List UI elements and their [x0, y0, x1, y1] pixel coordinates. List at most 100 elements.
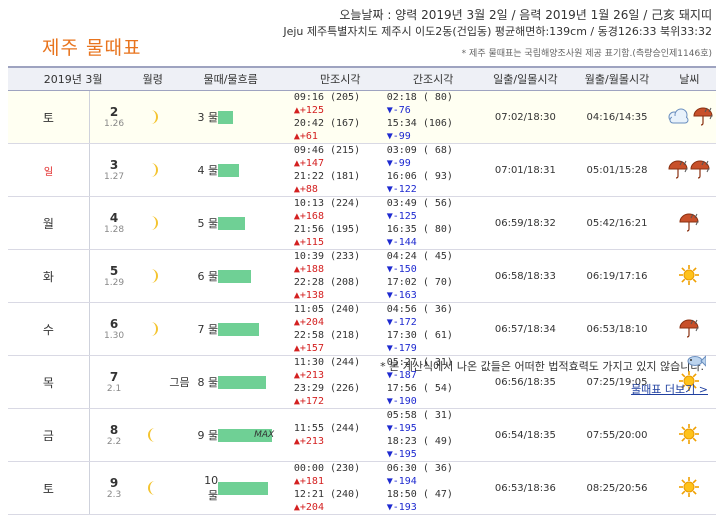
low-tide-diff: ▼-194	[386, 476, 417, 487]
moon-word	[167, 249, 192, 303]
tide-flow-bar	[218, 163, 240, 177]
low-tide-time: 17:30 ( 61)	[386, 330, 453, 341]
lunar-date: 2.3	[106, 489, 122, 500]
high-tide-time: 10:39 (233)	[293, 251, 361, 262]
tide-flow	[218, 249, 294, 303]
moon-crescent-icon	[150, 163, 158, 177]
tide-flow-bar	[218, 322, 260, 336]
tide-flow	[218, 143, 294, 197]
table-row: 화 5 1.29 6 물 10:39 (233) ▲+188 22:28 (208) ▲+…	[8, 249, 716, 303]
moon-phase	[138, 355, 168, 409]
solar-date: 3	[109, 157, 119, 172]
moon-word	[167, 196, 192, 250]
tide-number: 8 물	[191, 355, 219, 409]
moonrise-moonset: 06:53/18:10	[571, 302, 663, 356]
tide-number: 3 물	[191, 90, 219, 144]
low-tide: 06:30 ( 36) ▼-194 18:50 ( 47) ▼-193	[386, 461, 480, 515]
col-low-tide: 간조시각	[386, 66, 480, 91]
high-tide-diff: ▲+181	[293, 476, 324, 487]
tide-number: 10 물	[191, 461, 219, 515]
sun-icon	[679, 370, 700, 391]
moonrise-moonset: 07:55/20:00	[571, 408, 663, 462]
low-tide-diff: ▼-144	[386, 237, 417, 248]
date-cell: 5 1.29	[89, 249, 139, 303]
tide-flow	[218, 355, 294, 409]
low-tide: 05:27 ( 31) ▼-187 17:56 ( 54) ▼-190	[386, 355, 480, 409]
fish-icon	[687, 355, 706, 367]
rain-icon	[668, 160, 688, 179]
tide-flow	[218, 90, 294, 144]
tide-number: 6 물	[191, 249, 219, 303]
tide-flow-bar	[218, 481, 269, 495]
low-tide-diff: ▼-193	[386, 502, 417, 513]
lunar-date: 1.27	[104, 171, 125, 182]
solar-date: 2	[109, 104, 119, 119]
low-tide-time: 16:35 ( 80)	[386, 224, 453, 235]
high-tide-diff: ▲+188	[293, 264, 324, 275]
moon-crescent-icon	[150, 269, 158, 283]
low-tide-diff: ▼-125	[386, 211, 417, 222]
tide-flow-bar	[218, 110, 234, 124]
weekday: 금	[8, 408, 90, 462]
sunrise-sunset: 07:01/18:31	[479, 143, 572, 197]
rain-icon	[690, 160, 710, 179]
low-tide-time: 03:49 ( 56)	[386, 198, 453, 209]
lunar-date: 1.28	[104, 224, 125, 235]
high-tide-diff: ▲+213	[293, 370, 324, 381]
high-tide-time: 22:58 (218)	[293, 330, 361, 341]
moon-phase	[138, 143, 168, 197]
low-tide-time: 03:09 ( 68)	[386, 145, 453, 156]
high-tide-diff: ▲+61	[293, 131, 318, 142]
col-month: 2019년 3월	[8, 66, 139, 91]
high-tide-time: 10:13 (224)	[293, 198, 361, 209]
moonrise-moonset: 07:25/19:05	[571, 355, 663, 409]
lunar-date: 1.29	[104, 277, 125, 288]
more-tide-link[interactable]: 물때표 더보기 >	[0, 381, 708, 397]
high-tide: 11:55 (244) ▲+213	[293, 408, 387, 462]
tide-flow-bar	[218, 216, 246, 230]
low-tide-diff: ▼-195	[386, 449, 417, 460]
high-tide-diff: ▲+115	[293, 237, 324, 248]
low-tide-diff: ▼-195	[386, 423, 417, 434]
sunrise-sunset: 06:56/18:35	[479, 355, 572, 409]
high-tide: 09:16 (205) ▲+125 20:42 (167) ▲+61	[293, 90, 387, 144]
weather	[662, 143, 716, 197]
tide-flow-bar	[218, 269, 252, 283]
more-tide-link-label[interactable]: 물때표 더보기 >	[631, 383, 708, 396]
tide-flow: MAX	[218, 408, 294, 462]
table-row: 토 2 1.26 3 물 09:16 (205) ▲+125 20:42 (167) ▲+…	[8, 90, 716, 144]
sun-icon	[679, 423, 700, 444]
date-cell: 2 1.26	[89, 90, 139, 144]
solar-date: 5	[109, 263, 119, 278]
tide-number: 9 물	[191, 408, 219, 462]
tide-number: 4 물	[191, 143, 219, 197]
sunrise-sunset: 06:53/18:36	[479, 461, 572, 515]
low-tide-time: 17:56 ( 54)	[386, 383, 453, 394]
low-tide: 05:58 ( 31) ▼-195 18:23 ( 49) ▼-195	[386, 408, 480, 462]
weather	[662, 461, 716, 515]
high-tide-time: 12:21 (240)	[293, 489, 361, 500]
table-row: 월 4 1.28 5 물 10:13 (224) ▲+168 21:56 (195) ▲+…	[8, 196, 716, 250]
high-tide-diff: ▲+138	[293, 290, 324, 301]
moonrise-moonset: 04:16/14:35	[571, 90, 663, 144]
low-tide-diff: ▼-99	[386, 158, 411, 169]
location-info: Jeju 제주특별자치도 제주시 이도2동(건입동) 평균해면하:139cm /…	[283, 25, 712, 38]
low-tide-time: 06:30 ( 36)	[386, 463, 453, 474]
weather	[662, 196, 716, 250]
tide-max-label: MAX	[254, 429, 275, 440]
solar-date: 7	[109, 369, 119, 384]
high-tide: 11:05 (240) ▲+204 22:58 (218) ▲+157	[293, 302, 387, 356]
weather	[662, 90, 716, 144]
disclaimer: * 본 계산식에서 나온 값들은 어떠한 법적효력도 가지고 있지 않습니다.	[380, 360, 704, 373]
moon-crescent-icon	[150, 322, 158, 336]
table-row: 수 6 1.30 7 물 11:05 (240) ▲+204 22:58 (218) ▲+…	[8, 302, 716, 356]
rain-icon	[679, 319, 699, 338]
moon-word: 그믐	[167, 355, 192, 409]
tide-flow	[218, 302, 294, 356]
low-tide-diff: ▼-122	[386, 184, 417, 195]
low-tide: 03:49 ( 56) ▼-125 16:35 ( 80) ▼-144	[386, 196, 480, 250]
high-tide-diff: ▲+147	[293, 158, 324, 169]
high-tide-time: 11:30 (244)	[293, 357, 361, 368]
moon-word	[167, 408, 192, 462]
moon-phase	[138, 196, 168, 250]
